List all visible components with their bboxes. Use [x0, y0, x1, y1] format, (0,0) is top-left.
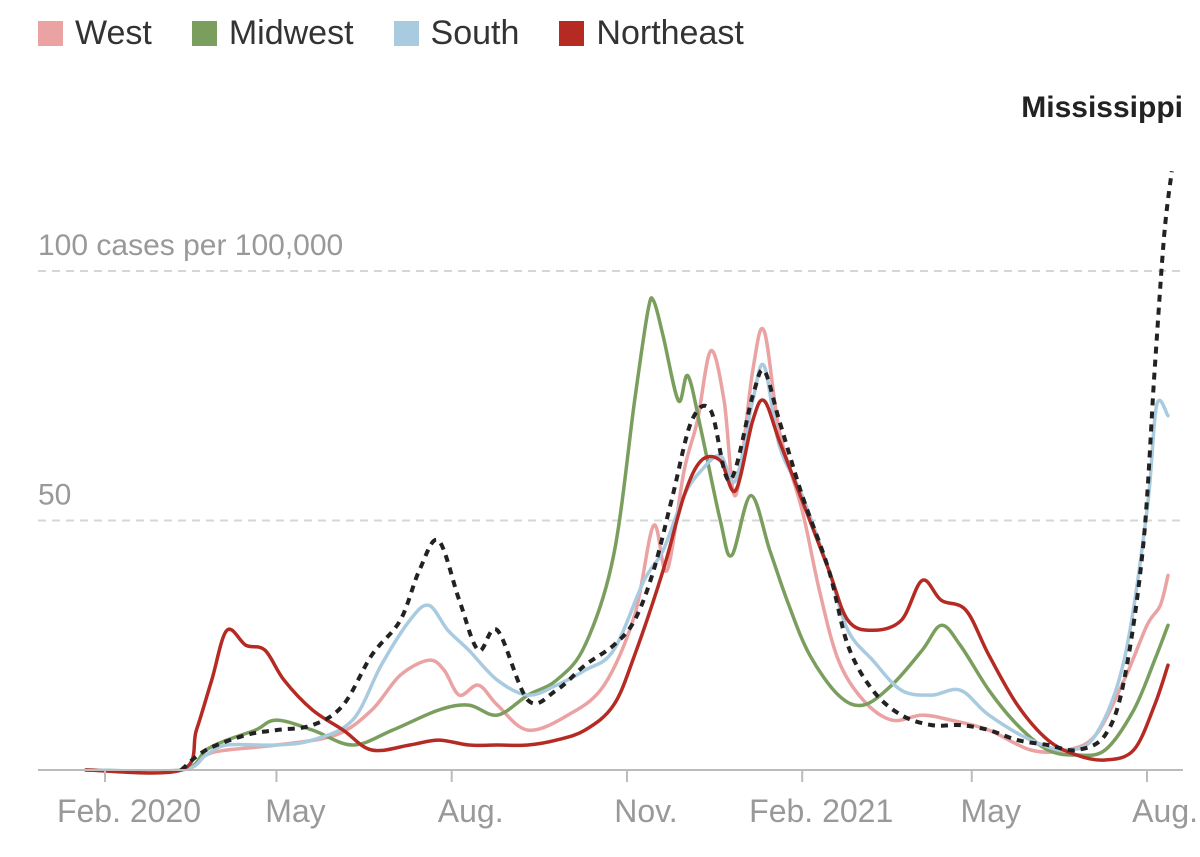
legend-swatch-west [38, 20, 63, 46]
x-tick-label-3: Nov. [614, 793, 677, 829]
legend-item-west[interactable]: West [38, 8, 152, 58]
x-tick-label-1: May [265, 793, 325, 829]
legend-swatch-northeast [559, 20, 585, 46]
x-axis: Feb. 2020 May Aug. Nov. Feb. 2021 May Aug. [38, 769, 1198, 829]
series-line-northeast [84, 398, 1170, 775]
series-line-mississippi [179, 170, 1174, 772]
legend-swatch-midwest [191, 20, 217, 46]
mississippi-callout-label: Mississippi [1021, 91, 1183, 124]
y-tick-label-1: 50 [38, 479, 71, 512]
series-line-south [84, 362, 1170, 773]
grid-layer: 100 cases per 100,000 50 [38, 229, 1183, 522]
series-layer [84, 170, 1174, 775]
x-tick-label-2: Aug. [438, 793, 504, 829]
series-line-midwest [84, 296, 1170, 774]
legend-label-south: South [430, 14, 520, 52]
series-line-west [84, 326, 1170, 773]
legend-label-west: West [75, 14, 152, 52]
legend-item-northeast[interactable]: Northeast [559, 8, 744, 58]
y-tick-label-0: 100 cases per 100,000 [38, 229, 343, 262]
x-tick-label-0: Feb. 2020 [57, 793, 201, 829]
legend-item-midwest[interactable]: Midwest [191, 8, 354, 58]
x-tick-label-6: Aug. [1132, 793, 1198, 829]
legend-swatch-south [393, 20, 419, 46]
x-tick-label-4: Feb. 2021 [749, 793, 893, 829]
chart-legend: West Midwest South Northeast [38, 8, 784, 58]
legend-label-midwest: Midwest [228, 14, 354, 52]
legend-item-south[interactable]: South [393, 8, 520, 58]
legend-label-northeast: Northeast [596, 14, 744, 52]
x-tick-label-5: May [961, 793, 1021, 829]
